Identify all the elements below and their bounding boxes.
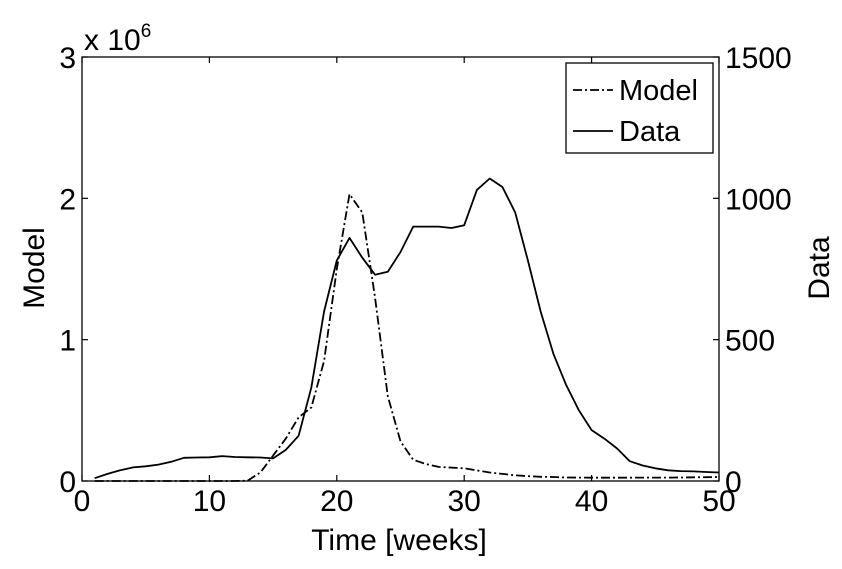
right-y-tick-label: 1000 <box>725 183 792 216</box>
left-y-tick-label: 0 <box>59 466 76 499</box>
right-y-axis-label: Data <box>803 236 836 300</box>
left-axis-exponent: x 106 <box>84 21 151 57</box>
x-tick-label: 50 <box>702 485 735 518</box>
x-tick-label: 40 <box>575 485 608 518</box>
x-axis-label: Time [weeks] <box>311 524 487 557</box>
legend-box <box>565 62 714 154</box>
x-tick-label: 20 <box>320 485 353 518</box>
x-tick-label: 10 <box>193 485 226 518</box>
right-y-tick-label: 1500 <box>725 42 792 75</box>
left-y-tick-label: 2 <box>59 183 76 216</box>
right-y-tick-label: 0 <box>725 466 742 499</box>
left-y-tick-label: 3 <box>59 42 76 75</box>
left-y-axis-ticks: 0 1 2 3 <box>59 42 88 499</box>
right-y-tick-label: 500 <box>725 325 775 358</box>
left-y-tick-label: 1 <box>59 325 76 358</box>
legend-model-label: Model <box>619 75 698 107</box>
x-tick-label: 30 <box>448 485 481 518</box>
x-tick-label: 0 <box>74 485 91 518</box>
legend: Model Data <box>565 62 714 154</box>
series-line-model <box>94 193 720 482</box>
left-y-axis-label: Model <box>18 227 51 309</box>
right-y-axis-ticks: 0 500 1000 1500 <box>713 42 792 499</box>
series-line-data <box>94 177 720 480</box>
x-axis-ticks: 0 10 20 30 40 50 <box>74 57 736 518</box>
legend-data-label: Data <box>619 116 681 148</box>
series-layer <box>94 177 720 482</box>
